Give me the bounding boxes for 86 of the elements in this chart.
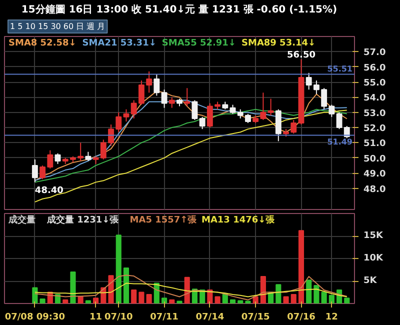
y-tick-label: 15K	[364, 231, 384, 241]
bar	[123, 267, 130, 304]
candlestick	[184, 88, 190, 107]
candlestick	[275, 108, 282, 142]
x-tick-label: 11	[90, 312, 102, 322]
text: MA5 1557↑張	[130, 214, 198, 226]
candlestick	[85, 151, 92, 162]
candlestick	[123, 108, 130, 122]
annotation: 56.50	[287, 50, 316, 60]
x-tick-label: 07/14	[196, 312, 224, 322]
candlestick	[290, 119, 297, 134]
candlestick	[146, 70, 152, 94]
bar	[328, 294, 334, 304]
bar	[184, 276, 190, 304]
x-tick-label: 07/08 09:30	[4, 312, 65, 322]
bar	[245, 300, 251, 304]
candlestick	[199, 116, 206, 130]
candlestick	[328, 104, 335, 118]
bar	[162, 298, 168, 304]
bar	[40, 298, 46, 304]
text: SMA55 52.91↓	[162, 38, 236, 48]
bar	[138, 292, 144, 304]
bar	[260, 276, 266, 304]
y-tick-label: 56.0	[364, 63, 386, 74]
x-tick-label: 07/16	[287, 312, 316, 322]
x-tick-label: 12	[325, 312, 338, 322]
bar	[298, 230, 304, 304]
bar	[214, 296, 220, 304]
bar	[62, 299, 68, 304]
candlestick	[116, 112, 122, 133]
annotation: 48.40	[34, 186, 64, 196]
bar	[230, 299, 236, 304]
bar	[32, 287, 38, 304]
x-tick-label: 07/11	[150, 312, 178, 322]
candlestick	[161, 89, 168, 108]
y-tick-label: 53.0	[364, 108, 386, 119]
bar	[238, 300, 244, 304]
bar	[290, 294, 296, 304]
candlestick	[192, 100, 198, 120]
candlestick	[54, 152, 61, 164]
bar	[146, 294, 152, 304]
chart-title: 成交量	[8, 214, 36, 226]
bar	[131, 290, 137, 304]
bar	[344, 298, 350, 304]
candlestick	[154, 74, 160, 96]
bar	[70, 272, 76, 304]
text: 1 5 10 15 30 60 日 週 月	[10, 22, 106, 31]
bar	[78, 296, 84, 304]
y-tick-label: 10K	[364, 254, 384, 264]
y-tick-label: 51.0	[364, 139, 386, 150]
text: SMA8 52.58↓	[8, 38, 76, 48]
y-tick-label: 48.0	[364, 184, 386, 195]
line-series	[34, 282, 348, 298]
candlestick	[306, 72, 312, 90]
candlestick	[268, 98, 274, 116]
candlestick	[32, 158, 38, 183]
y-tick-label: 55.0	[364, 78, 386, 89]
bar	[108, 275, 114, 304]
y-tick-label: 54.0	[364, 94, 386, 104]
x-tick-label: 07/10	[104, 312, 133, 322]
bar	[85, 300, 91, 304]
bar	[283, 296, 289, 304]
bar	[314, 285, 320, 304]
x-tick-label: 07/15	[241, 312, 270, 322]
y-tick-label: 52.0	[364, 124, 386, 134]
text: SMA89 53.14↓	[242, 38, 316, 48]
bar	[306, 280, 312, 304]
chart-title: 15分鐘圖 16日 13:00 收 51.40↓元 量 1231 張 -0.60 (-1.15%)	[21, 4, 338, 16]
ref-line-label: 51.49	[327, 137, 353, 146]
text: SMA21 53.31↓	[82, 38, 156, 48]
line-series	[34, 274, 348, 300]
text: MA13 1476↓張	[202, 214, 276, 226]
bar	[116, 234, 122, 304]
series-label: 成交量 1231↓張	[46, 214, 120, 226]
bar	[169, 299, 175, 304]
candlestick	[230, 104, 236, 114]
candlestick	[168, 96, 175, 108]
bar	[276, 284, 282, 304]
ref-line-label: 55.51	[327, 64, 353, 74]
y-tick-label: 49.0	[364, 170, 386, 180]
bar	[176, 300, 182, 304]
bar	[93, 298, 99, 304]
y-tick-label: 5K	[364, 276, 378, 286]
y-tick-label: 57.0	[364, 48, 386, 58]
bar	[321, 292, 327, 304]
y-tick-label: 50.0	[364, 154, 386, 164]
